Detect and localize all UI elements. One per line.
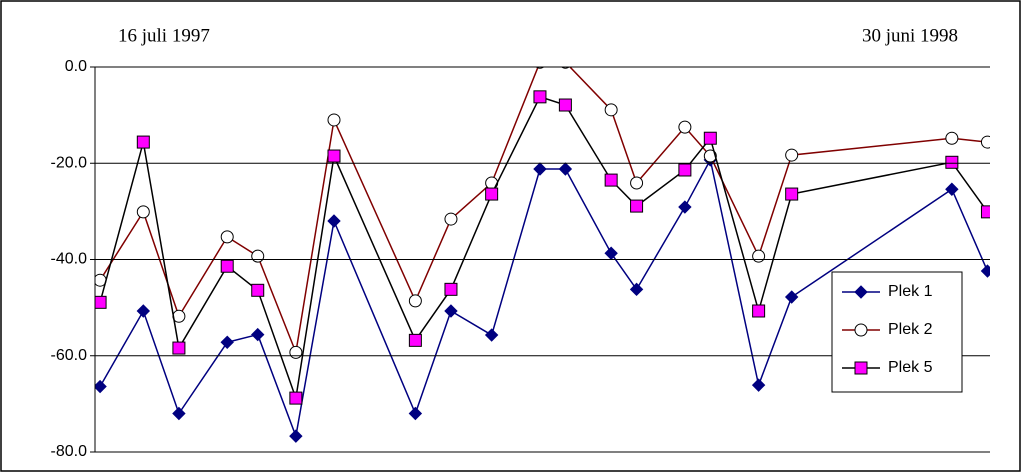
marker: [980, 205, 990, 219]
marker: [408, 406, 423, 421]
marker: [751, 378, 766, 392]
marker: [289, 429, 303, 443]
marker: [484, 328, 499, 342]
marker: [251, 283, 265, 297]
legend-label: Plek 2: [888, 321, 933, 338]
marker: [220, 259, 234, 273]
annotation: 16 juli 1997: [118, 25, 210, 46]
marker: [703, 149, 717, 163]
legend-marker: [854, 361, 868, 375]
marker: [980, 135, 990, 149]
marker: [533, 90, 547, 104]
marker: [752, 249, 766, 263]
marker: [136, 205, 150, 219]
marker: [136, 135, 150, 149]
marker: [95, 379, 107, 394]
marker: [678, 120, 692, 134]
marker: [945, 182, 959, 196]
marker: [327, 113, 341, 127]
marker: [630, 176, 644, 190]
marker: [558, 98, 572, 112]
annotation: 30 juni 1998: [862, 25, 958, 46]
marker: [533, 162, 547, 176]
marker: [980, 264, 990, 278]
marker: [785, 148, 799, 162]
marker: [604, 173, 618, 187]
marker: [752, 304, 766, 318]
marker: [444, 282, 458, 296]
marker: [136, 304, 151, 318]
marker: [784, 290, 799, 304]
marker: [703, 131, 717, 145]
marker: [785, 187, 799, 201]
marker: [444, 304, 458, 318]
legend-label: Plek 1: [888, 283, 933, 300]
plot-area: [95, 67, 990, 443]
marker: [408, 333, 422, 347]
y-tick-label: -80.0: [51, 443, 88, 460]
marker: [172, 406, 186, 421]
marker: [678, 200, 692, 214]
marker: [485, 187, 499, 201]
marker: [558, 162, 573, 176]
marker: [220, 230, 234, 244]
marker: [251, 249, 265, 263]
marker: [604, 103, 618, 117]
marker: [630, 199, 644, 213]
y-tick-label: -60.0: [51, 347, 88, 364]
legend-label: Plek 5: [888, 359, 933, 376]
marker: [678, 163, 692, 177]
y-tick-label: -40.0: [51, 251, 88, 268]
marker: [327, 149, 341, 163]
marker: [327, 214, 341, 228]
legend-marker: [854, 323, 868, 337]
marker: [220, 335, 234, 349]
marker: [251, 327, 265, 342]
legend-marker: [854, 285, 868, 299]
marker: [629, 282, 644, 297]
marker: [945, 155, 959, 169]
marker: [945, 131, 959, 145]
marker: [444, 212, 458, 226]
marker: [95, 295, 107, 309]
marker: [172, 341, 186, 355]
marker: [289, 391, 303, 405]
y-tick-label: 0.0: [65, 58, 87, 75]
marker: [289, 345, 303, 359]
marker: [408, 294, 422, 308]
y-tick-label: -20.0: [51, 154, 88, 171]
